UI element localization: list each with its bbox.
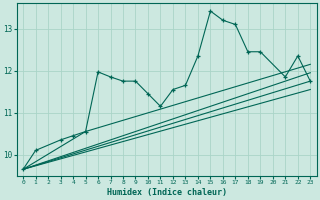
- X-axis label: Humidex (Indice chaleur): Humidex (Indice chaleur): [107, 188, 227, 197]
